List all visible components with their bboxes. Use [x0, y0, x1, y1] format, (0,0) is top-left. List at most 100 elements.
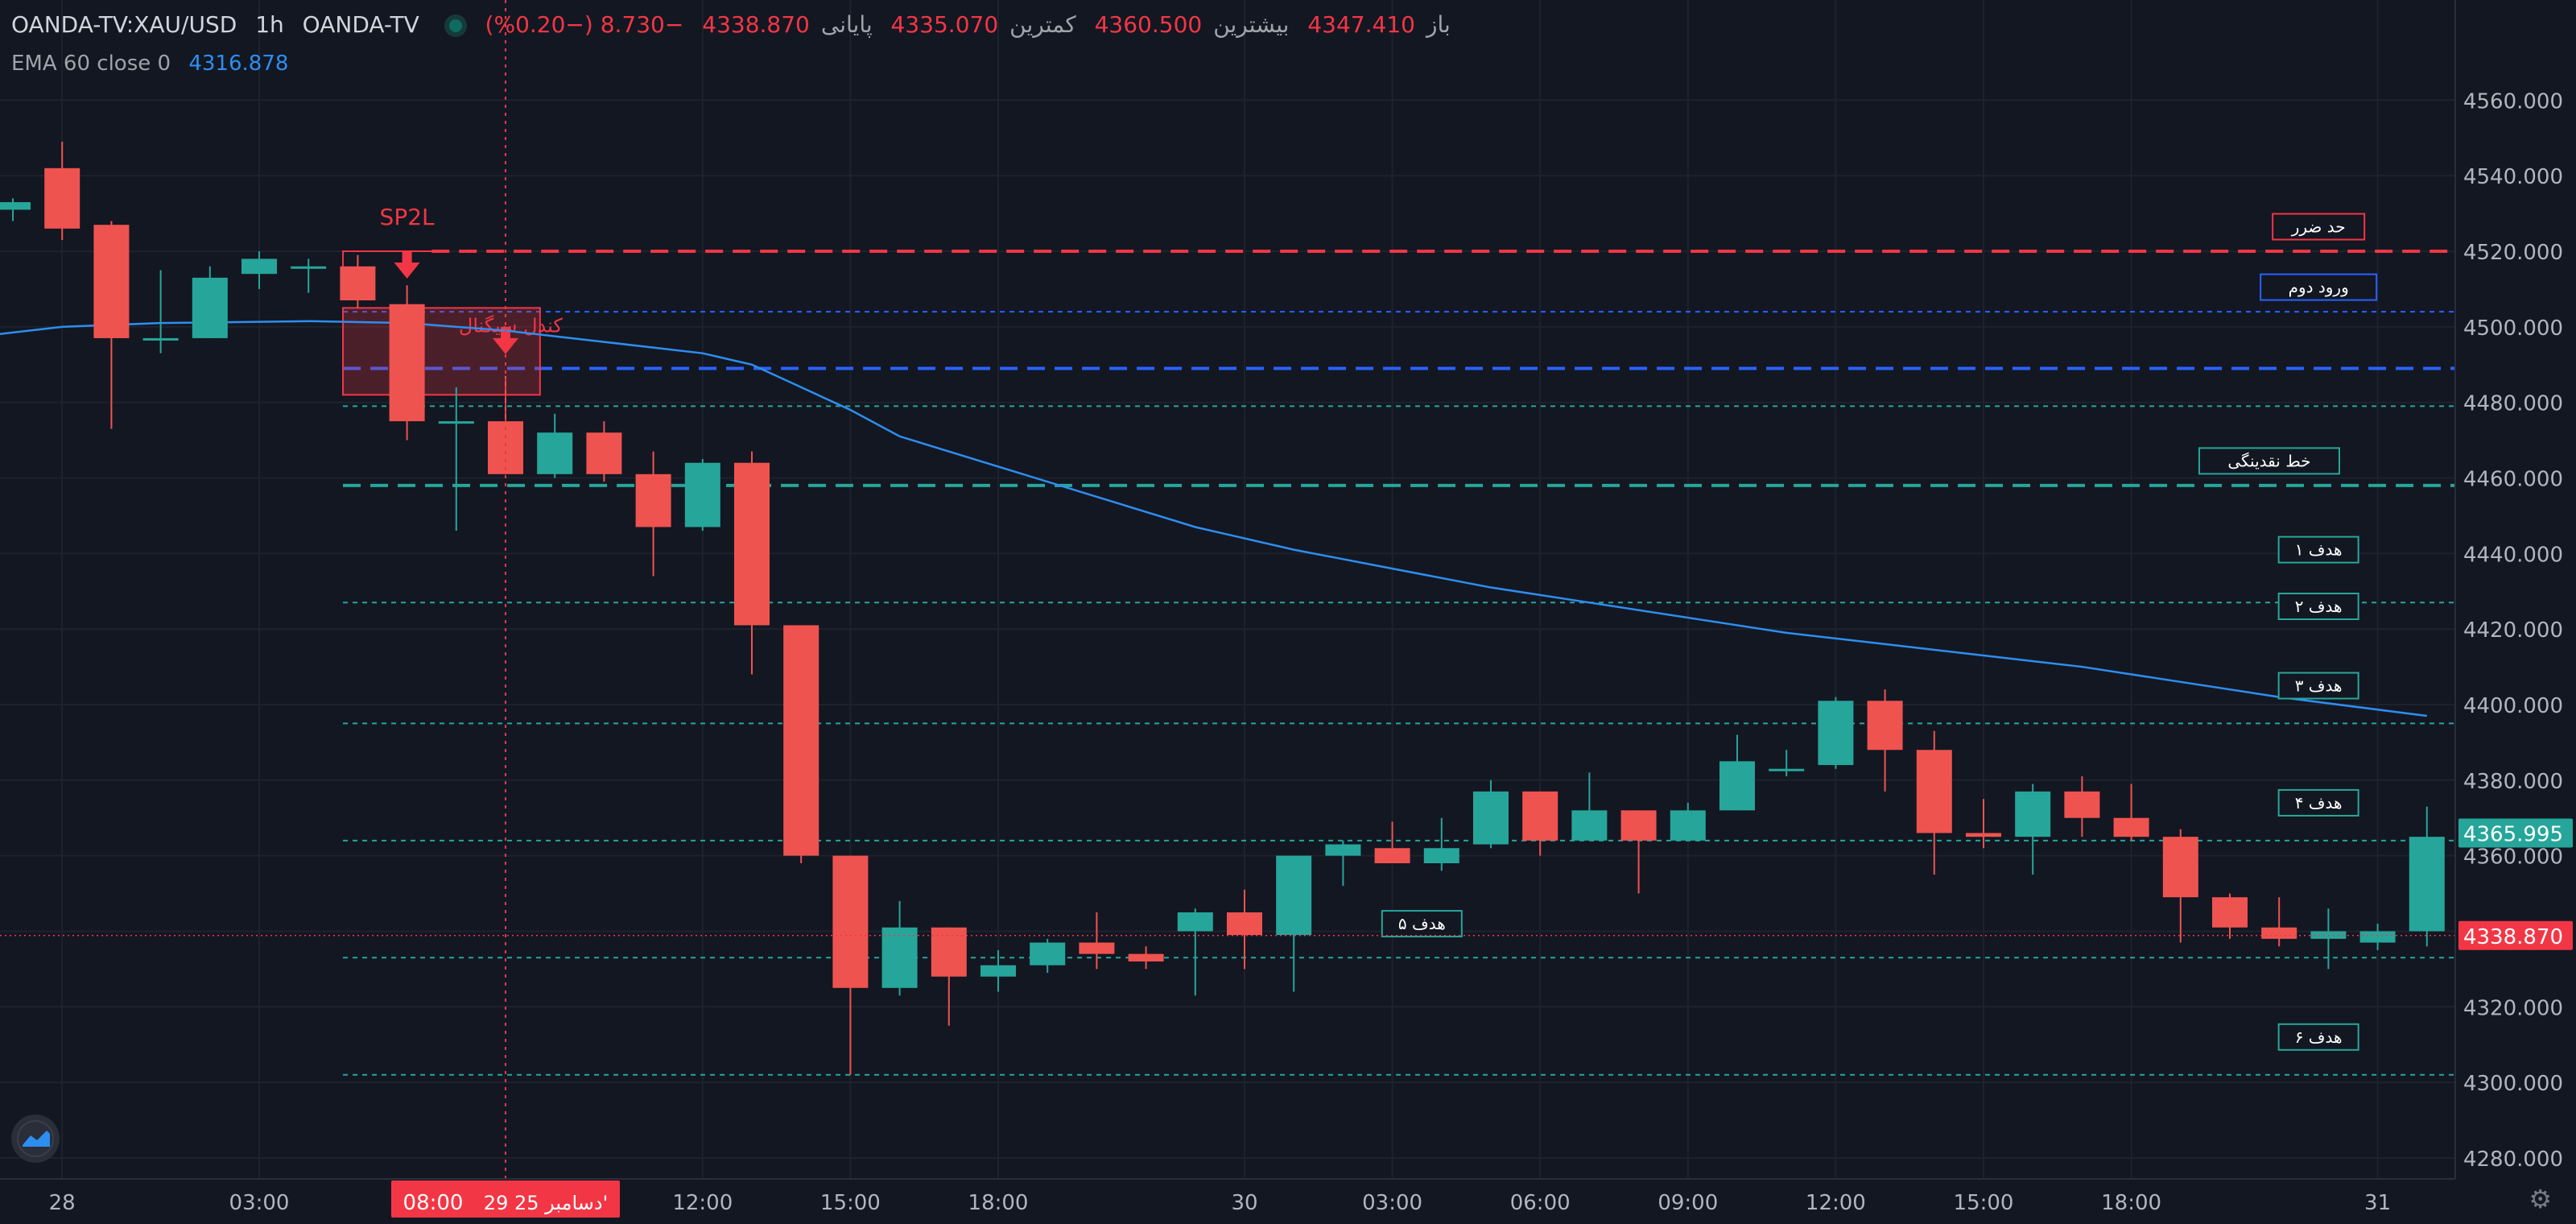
indicator-value: 4316.878	[188, 52, 289, 76]
price-tick-label: 4300.000	[2463, 1072, 2563, 1096]
time-tick-label: 06:00	[1510, 1191, 1571, 1215]
candle	[537, 413, 573, 478]
level-label-1: ورود دوم	[2289, 278, 2349, 297]
time-tick-label: 30	[1231, 1191, 1257, 1215]
candle-body	[1571, 810, 1608, 841]
crosshair-time-tag	[391, 1181, 620, 1218]
price-tag-label: 4338.870	[2463, 925, 2563, 949]
candle	[44, 141, 80, 240]
data-source: OANDA-TV	[302, 11, 419, 38]
candle-body	[192, 277, 228, 338]
price-tag-box	[2458, 920, 2573, 950]
candle	[2162, 829, 2198, 943]
candle-body	[1719, 761, 1755, 811]
price-axis[interactable]: 4280.0004300.0004320.0004340.0004360.000…	[2454, 0, 2576, 1224]
candle	[1719, 734, 1755, 811]
candle	[2261, 897, 2297, 947]
candle-body	[1670, 810, 1706, 841]
price-axis-bg	[2455, 0, 2576, 1224]
candle	[1177, 908, 1213, 996]
time-tick-label: 03:00	[1362, 1191, 1422, 1215]
candle	[684, 459, 720, 531]
candle-body	[2409, 837, 2445, 932]
candle	[142, 270, 179, 354]
candle-body	[1620, 810, 1657, 841]
settings-gear-icon[interactable]: ⚙	[2529, 1184, 2552, 1214]
candle-body	[1818, 701, 1854, 766]
time-tick-label: 09:00	[1657, 1191, 1718, 1215]
target-label-3: هدف ۴	[2295, 793, 2343, 813]
target-label-5-box	[2277, 1023, 2359, 1051]
candle	[2212, 893, 2248, 939]
candle-body	[1522, 791, 1558, 841]
candle	[1276, 855, 1312, 992]
candle-body	[340, 266, 376, 301]
candle-body	[1916, 750, 1952, 833]
high-value: 4360.500	[1094, 11, 1203, 38]
candle	[1423, 817, 1459, 871]
candle	[1867, 689, 1903, 792]
candle	[832, 855, 869, 1075]
candle-body	[832, 855, 869, 988]
candle-body	[1473, 791, 1509, 845]
price-tag-box	[2458, 818, 2573, 848]
symbol-legend: OANDA-TV:XAU/USD 1h OANDA-TV باز 4347.410…	[11, 11, 1462, 38]
signal-candle-label: کندل سیگنال	[459, 314, 564, 337]
level-label-1-box	[2260, 273, 2378, 301]
candle	[192, 266, 228, 338]
high-label: بیشترین	[1213, 11, 1290, 38]
time-tick-label: 18:00	[2101, 1191, 2161, 1215]
candle	[340, 254, 376, 308]
open-value: 4347.410	[1307, 11, 1415, 38]
tradingview-logo-icon[interactable]	[11, 1114, 60, 1163]
candle	[1522, 791, 1558, 856]
candle	[1030, 938, 1066, 974]
time-tick-label: 31	[2364, 1191, 2391, 1215]
candle-body	[1079, 942, 1115, 954]
crosshair	[0, 0, 2455, 1179]
candle-body	[2064, 791, 2100, 818]
signal-arrow-icon	[394, 251, 420, 279]
candle-body	[537, 432, 573, 474]
candle-body	[1423, 848, 1459, 864]
candle	[1916, 730, 1952, 875]
target-label-1: هدف ۲	[2295, 597, 2343, 616]
candle-body	[635, 473, 671, 527]
price-tick-label: 4420.000	[2463, 618, 2563, 643]
candle-body	[1966, 833, 2001, 837]
candle	[783, 625, 819, 864]
candle	[1620, 810, 1657, 894]
candle-body	[2212, 897, 2248, 928]
low-value: 4335.070	[890, 11, 999, 38]
signal-annotations[interactable]: کندل سیگنال SP2L	[342, 204, 564, 396]
candle	[291, 258, 327, 293]
open-label: باز	[1426, 11, 1451, 38]
candle	[2015, 784, 2051, 875]
candle	[1818, 697, 1854, 769]
time-tick-label: 28	[49, 1191, 76, 1215]
indicator-legend[interactable]: EMA 60 close 0 4316.878	[11, 52, 288, 76]
candle	[1325, 840, 1361, 887]
candle-body	[1325, 844, 1361, 856]
price-tick-label: 4460.000	[2463, 467, 2563, 491]
crosshair-time-label: 08:00	[403, 1191, 464, 1215]
candle-body	[881, 927, 918, 988]
candle	[734, 451, 770, 675]
candle	[1966, 799, 2001, 849]
level-labels[interactable]: حد ضرر ورود دوم خط نقدینگی هدف ۱ هدف ۲ هدف ۳ ه…	[1381, 213, 2378, 1051]
time-axis[interactable]: 28 03:00 12:00 15:00 18:00 30 03:00 06:00 09:00 1…	[0, 1178, 2455, 1218]
candle	[2310, 908, 2347, 970]
symbol-name[interactable]: OANDA-TV:XAU/USD	[11, 11, 237, 38]
candle-body	[1030, 942, 1066, 966]
candle-body	[1276, 855, 1312, 936]
target-label-5: هدف ۶	[2295, 1028, 2343, 1047]
target-label-0-box	[2277, 536, 2359, 564]
interval[interactable]: 1h	[255, 11, 284, 38]
horizontal-levels[interactable]	[343, 250, 2455, 1076]
price-tick-label: 4440.000	[2463, 543, 2563, 567]
time-tick-label: 15:00	[1954, 1191, 2014, 1215]
price-tick-label: 4380.000	[2463, 770, 2563, 794]
grid	[0, 0, 2455, 1179]
ema-line	[0, 320, 2427, 717]
